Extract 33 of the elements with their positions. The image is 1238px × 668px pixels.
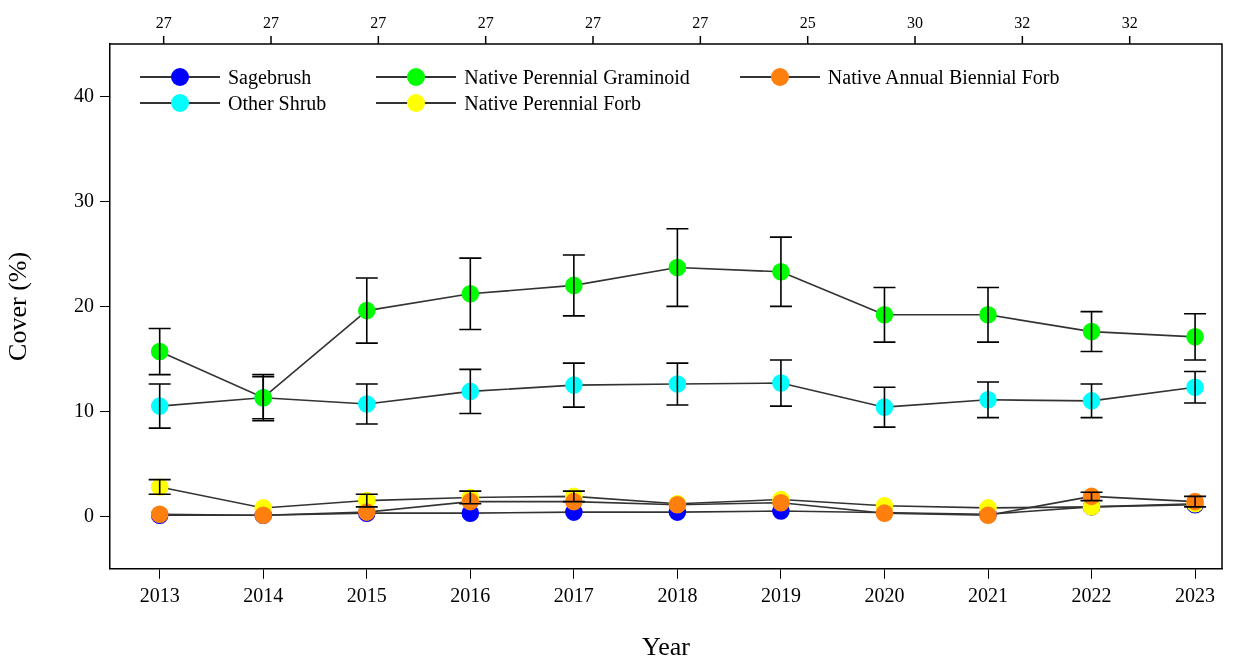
y-tick-label: 10 bbox=[74, 398, 94, 421]
x-tick-label: 2015 bbox=[346, 584, 387, 607]
legend-label: Native Perennial Forb bbox=[464, 91, 641, 115]
text: 25 bbox=[799, 14, 816, 32]
text: 32 bbox=[1014, 14, 1031, 32]
y-axis-title: Cover (%) bbox=[3, 251, 33, 361]
text: 27 bbox=[263, 14, 279, 32]
x-tick-label: 2016 bbox=[450, 584, 491, 607]
y-tick-label: 30 bbox=[74, 188, 94, 211]
x-tick-label: 2020 bbox=[864, 584, 905, 607]
x-tick-label: 2021 bbox=[968, 584, 1008, 607]
text: 30 bbox=[907, 14, 924, 32]
y-tick-label: 20 bbox=[74, 293, 94, 316]
y-tick-label: 40 bbox=[74, 83, 94, 106]
x-axis-title: Year bbox=[642, 632, 691, 662]
x-tick-label: 2019 bbox=[760, 584, 801, 607]
text: 27 bbox=[370, 14, 387, 32]
legend-label: Sagebrush bbox=[228, 65, 312, 89]
text: 27 bbox=[155, 14, 172, 32]
legend-label: Other Shrub bbox=[228, 91, 327, 115]
text: 32 bbox=[1121, 14, 1138, 32]
x-tick-label: 2022 bbox=[1071, 584, 1112, 607]
x-tick-label: 2017 bbox=[553, 584, 594, 607]
x-tick-label: 2018 bbox=[657, 584, 698, 607]
text: 27 bbox=[692, 14, 709, 32]
y-tick-label: 0 bbox=[84, 503, 94, 526]
x-tick-label: 2013 bbox=[139, 584, 180, 607]
legend-label: Native Annual Biennial Forb bbox=[827, 65, 1060, 89]
x-tick-label: 2014 bbox=[243, 584, 284, 607]
text: 27 bbox=[477, 14, 494, 32]
x-tick-label: 2023 bbox=[1175, 584, 1216, 607]
text: 27 bbox=[585, 14, 602, 32]
legend-label: Native Perennial Graminoid bbox=[464, 65, 690, 89]
